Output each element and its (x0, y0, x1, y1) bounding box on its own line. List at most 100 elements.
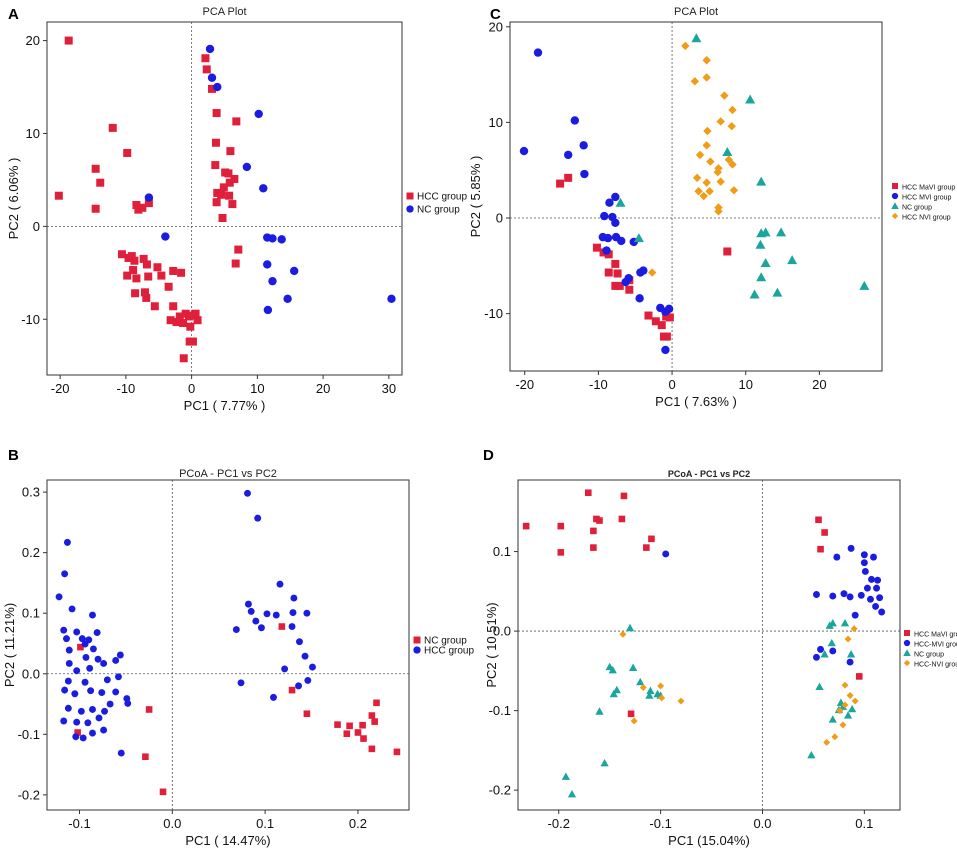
panel-a-point-hcc-group (224, 169, 233, 178)
panel-c-point-hcc-nvi-group (695, 150, 705, 160)
panel-a-point-hcc-group (123, 148, 132, 157)
panel-c-point-hcc-nvi-group (716, 177, 725, 186)
panel-d-legend-marker-hcc-mavi-group (904, 630, 910, 636)
panel-b: PCoA - PC1 vs PC2 -0.1 0.0 0.1 0.2 -0.2 -0.1 0.… (2, 468, 474, 848)
panel-d-point-hcc-mavi-group (590, 544, 597, 551)
panel-a-point-hcc-group (108, 123, 117, 132)
panel-b-point-hcc-group (86, 664, 94, 672)
panel-a-legend-label-hcc-group: HCC group (417, 192, 467, 203)
panel-c-plot-frame (509, 21, 883, 372)
panel-d-legend-label-hcc-mvi-group: HCC-MVI group (914, 642, 957, 649)
panel-c-point-nc-group (756, 176, 767, 186)
panel-b-point-nc-group (74, 729, 81, 736)
panel-b-y-tick-label: 0.3 (22, 485, 40, 500)
panel-a-y-tick-label: 20 (26, 33, 40, 48)
panel-b-point-hcc-group (95, 714, 103, 722)
panel-b-point-hcc-group (290, 594, 298, 602)
panel-c-series-hcc-mavi-group (556, 173, 732, 341)
panel-c-point-hcc-mavi-group (665, 313, 674, 322)
panel-d-point-hcc-mvi-group (861, 567, 869, 575)
panel-a-point-hcc-group (144, 199, 153, 208)
panel-b-plot-frame (46, 479, 410, 811)
panel-d-point-hcc-mvi-group (817, 645, 825, 653)
panel-c-point-hcc-mavi-group (662, 332, 671, 341)
panel-d-point-hcc-mvi-group (851, 611, 859, 619)
panel-b-point-hcc-group (117, 749, 125, 757)
panel-a-point-hcc-group (142, 293, 151, 302)
panel-d-point-nc-group (628, 663, 638, 671)
panel-c-point-hcc-nvi-group (705, 187, 714, 196)
panel-d-y-tick-label: 0.0 (493, 624, 511, 639)
panel-c-point-hcc-mavi-group (592, 243, 601, 252)
panel-a-point-nc-group (144, 193, 154, 202)
panel-a-point-hcc-group (232, 117, 241, 126)
panel-b-legend-marker-hcc-group (413, 646, 421, 654)
panel-c-title: PCA Plot (674, 6, 718, 18)
panel-a-point-hcc-group (140, 288, 149, 297)
panel-d-point-hcc-mavi-group (648, 535, 655, 543)
panel-a-x-tick-label: 10 (250, 381, 264, 396)
panel-d-legend-label-nc-group: NC group (914, 652, 944, 659)
panel-d-point-nc-group (843, 711, 853, 719)
panel-d-y-tick-label: -0.2 (489, 783, 511, 798)
panel-d-point-hcc-mavi-group (643, 544, 650, 551)
panel-b-y-tick-label: 0.0 (22, 666, 40, 681)
panel-a-series-nc-group (144, 44, 396, 315)
panel-d-point-hcc-mvi-group (868, 575, 875, 583)
panel-a-point-hcc-group (218, 214, 227, 223)
panel-c-point-hcc-mvi-group (639, 266, 648, 275)
panel-b-point-hcc-group (289, 609, 297, 617)
panel-c-point-hcc-mvi-group (617, 236, 626, 246)
panel-a-point-hcc-group (130, 256, 139, 265)
panel-c-point-nc-group (760, 227, 771, 237)
panel-d-point-nc-group (847, 704, 857, 713)
panel-c-point-hcc-mvi-group (603, 233, 613, 243)
panel-d-point-hcc-mavi-group (815, 516, 822, 524)
panel-d-point-nc-group (828, 715, 837, 723)
panel-d-point-hcc-nvi-group (850, 625, 858, 633)
panel-a-point-hcc-group (217, 190, 226, 199)
panel-c-point-hcc-mvi-group (580, 169, 589, 179)
panel-c-point-hcc-mvi-group (664, 304, 674, 314)
panel-c-point-hcc-mvi-group (563, 150, 573, 160)
panel-d-point-nc-group (827, 638, 836, 647)
panel-a-point-hcc-group (164, 282, 173, 291)
panel-c-point-hcc-mvi-group (611, 192, 620, 202)
panel-a-point-hcc-group (177, 268, 186, 277)
panel-b-point-hcc-group (73, 628, 81, 636)
panel-c-legend-label-hcc-mavi-group: HCC MaVI group (902, 185, 955, 192)
panel-c-point-hcc-mavi-group (723, 247, 732, 256)
panel-d-point-nc-group (609, 689, 618, 698)
panel-b-point-nc-group (159, 788, 167, 796)
panel-b-point-hcc-group (254, 514, 262, 522)
panel-d-point-hcc-nvi-group (619, 630, 627, 638)
panel-c-point-hcc-nvi-group (714, 164, 723, 173)
panel-d-x-tick-label: 0.1 (855, 816, 873, 831)
panel-c-point-hcc-mvi-group (602, 246, 611, 255)
panel-a-series-hcc-group (54, 36, 243, 363)
panel-b-point-hcc-group (100, 660, 108, 667)
panel-d-point-nc-group (820, 650, 829, 658)
panel-d-point-nc-group (625, 623, 635, 632)
panel-a-point-hcc-group (211, 138, 220, 147)
panel-d-point-hcc-mvi-group (863, 584, 871, 592)
panel-a-x-axis-label: PC1 ( 7.77% ) (184, 398, 266, 413)
panel-a-point-nc-group (263, 305, 273, 315)
panel-b-point-nc-group (346, 722, 353, 730)
panel-b-point-nc-group (373, 699, 380, 707)
panel-c-point-nc-group (859, 280, 870, 290)
panel-b-point-nc-group (334, 721, 341, 728)
panel-c-point-hcc-nvi-group (690, 77, 700, 86)
panel-b-point-hcc-group (247, 607, 255, 615)
panel-d-legend-label-hcc-mavi-group: HCC MaVI group (914, 632, 957, 639)
panel-d-point-hcc-nvi-group (841, 701, 849, 709)
panel-b-point-nc-group (343, 730, 351, 738)
panel-a-point-nc-group (259, 184, 268, 193)
panel-b-y-tick-label: 0.1 (22, 606, 40, 621)
panel-d-point-hcc-mavi-group (557, 549, 565, 556)
panel-d: PCoA - PC1 vs PC2 -0.2 -0.1 0.0 0.1 -0.2 -0.1 0… (484, 469, 957, 848)
panel-a-y-tick-label: -10 (21, 312, 40, 327)
panel-c-point-hcc-nvi-group (647, 268, 657, 277)
panel-b-point-hcc-group (304, 676, 312, 684)
panel-d-point-hcc-nvi-group (844, 635, 852, 643)
